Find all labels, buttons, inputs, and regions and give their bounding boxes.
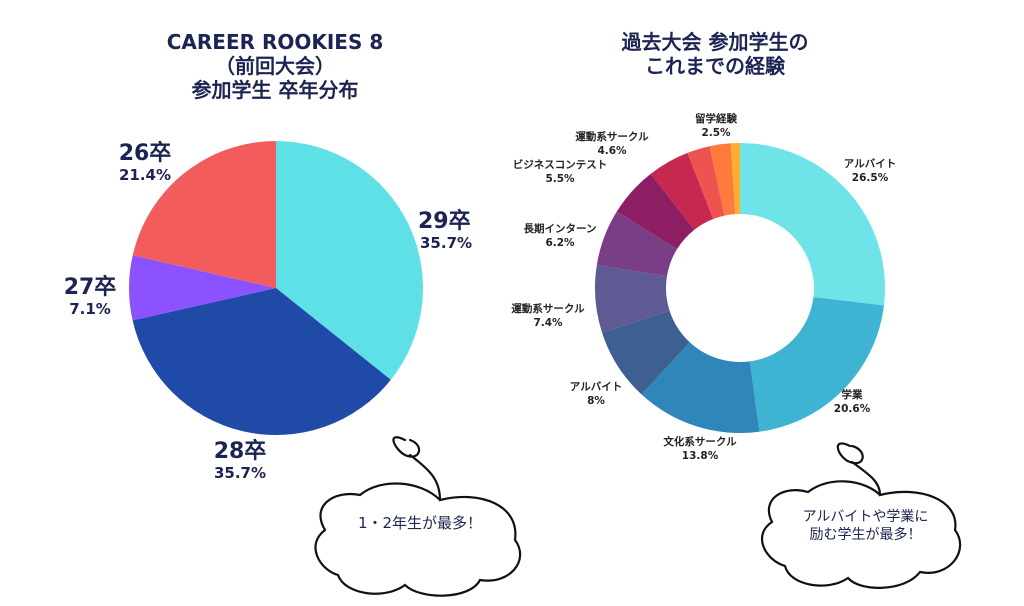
donut-pct-5: 6.2% <box>545 237 575 249</box>
right-title-line-1: 過去大会 参加学生の <box>621 30 809 54</box>
donut-label-8: 留学経験 <box>695 112 737 125</box>
donut-slice-3 <box>602 310 690 395</box>
pie-slice-29卒 <box>276 141 423 380</box>
donut-slice-10 <box>730 143 740 215</box>
donut-slice-8 <box>687 146 725 220</box>
pie-label-27卒: 27卒 <box>64 274 117 300</box>
donut-pct-4: 7.4% <box>533 317 563 329</box>
donut-slice-2 <box>641 342 760 433</box>
donut-slice-1 <box>749 296 884 432</box>
pie-pct-27卒: 7.1% <box>69 300 111 318</box>
right-donut-chart: アルバイト 26.5% 学業 20.6% 文化系サークル 13.8% アルバイト 8% 運動系サ… <box>511 112 896 462</box>
pie-pct-29卒: 35.7% <box>420 234 472 252</box>
pie-pct-26卒: 21.4% <box>119 166 171 184</box>
donut-pct-8: 2.5% <box>701 127 731 139</box>
left-bubble-outline <box>314 436 522 597</box>
donut-pct-7: 4.6% <box>597 145 627 157</box>
donut-label-1: 学業 <box>842 388 863 401</box>
donut-label-3: アルバイト <box>570 381 622 393</box>
left-title-line-1: CAREER ROOKIES 8 <box>166 30 384 54</box>
speech-bubbles <box>314 436 962 597</box>
donut-label-5: 長期インターン <box>524 222 597 235</box>
donut-slice-0 <box>740 143 886 306</box>
donut-label-0: アルバイト <box>844 158 896 170</box>
pie-pct-28卒: 35.7% <box>214 464 266 482</box>
donut-label-2: 文化系サークル <box>662 435 737 448</box>
right-chart-title: 過去大会 参加学生の これまでの経験 <box>590 30 840 78</box>
donut-slice-6 <box>616 173 695 249</box>
donut-slice-9 <box>709 143 736 216</box>
pie-label-29卒: 29卒 <box>418 208 471 234</box>
left-title-line-3: 参加学生 卒年分布 <box>191 78 359 102</box>
pie-slice-28卒 <box>132 288 391 435</box>
right-bubble-outline <box>760 442 962 589</box>
donut-label-4: 運動系サークル <box>511 302 585 315</box>
donut-slice-5 <box>596 211 678 277</box>
left-chart-title: CAREER ROOKIES 8 （前回大会） 参加学生 卒年分布 <box>150 30 400 102</box>
donut-label-6: ビジネスコンテスト <box>513 158 608 171</box>
donut-pct-3: 8% <box>587 395 605 407</box>
donut-pct-0: 26.5% <box>852 172 889 184</box>
donut-pct-6: 5.5% <box>545 173 575 185</box>
donut-slice-7 <box>650 152 714 230</box>
left-title-line-2: （前回大会） <box>215 54 335 78</box>
donut-slice-4 <box>594 264 670 333</box>
right-bubble-text: アルバイトや学業に 励む学生が最多！ <box>778 508 953 544</box>
donut-label-7: 運動系サークル <box>575 130 649 143</box>
left-bubble-text: 1・2年生が最多！ <box>357 514 483 532</box>
right-title-line-2: これまでの経験 <box>645 54 785 78</box>
pie-label-28卒: 28卒 <box>214 438 267 464</box>
pie-slice-26卒 <box>132 141 276 288</box>
pie-label-26卒: 26卒 <box>119 140 172 166</box>
right-bubble-line-1: アルバイトや学業に <box>802 509 929 525</box>
donut-pct-1: 20.6% <box>834 403 871 415</box>
donut-pct-2: 13.8% <box>682 450 719 462</box>
right-bubble-line-2: 励む学生が最多！ <box>809 527 922 543</box>
pie-slice-27卒 <box>128 255 276 321</box>
